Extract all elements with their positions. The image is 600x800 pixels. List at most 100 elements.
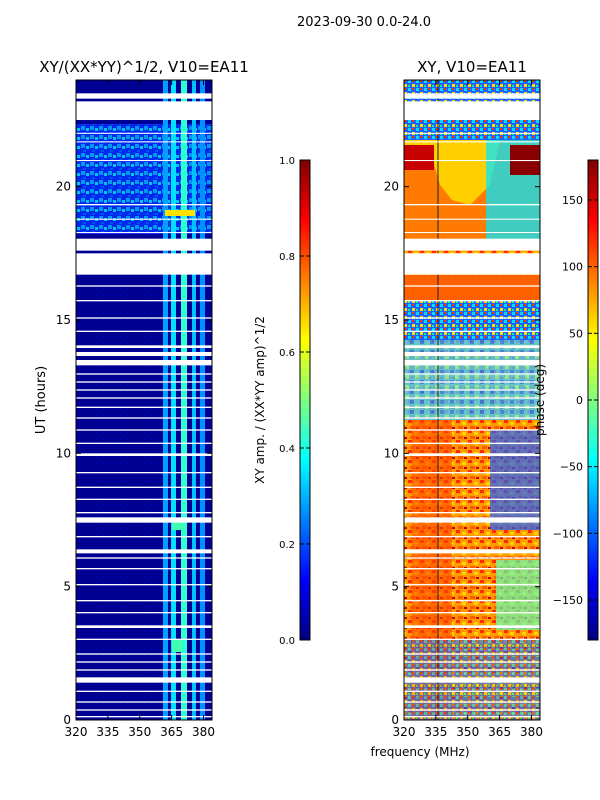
y-tick-label: 0 — [391, 713, 399, 727]
panel2-flagged-rows — [404, 93, 540, 718]
panel2-mid-band — [404, 275, 540, 300]
panel1-x-ticks: 320 335 350 365 380 — [65, 80, 215, 739]
panel2-mixed-band — [404, 300, 540, 340]
panel2-axes-frame — [403, 79, 541, 721]
x-tick-label: 320 — [393, 725, 416, 739]
panel2-flagged-row — [404, 661, 540, 663]
panel2-flagged-row — [404, 677, 540, 683]
panel1-flagged-row — [76, 512, 212, 514]
panel1-channel-stripe — [163, 80, 168, 720]
panel2-flagged-row — [404, 360, 540, 366]
y-tick-label: 0 — [63, 713, 71, 727]
panel2-flagged-row — [404, 612, 540, 614]
panel2-flagged-row — [404, 232, 540, 234]
panel1-flagged-row — [76, 486, 212, 488]
panel1-flagged-row — [76, 360, 212, 366]
panel2-flagged-row — [404, 238, 540, 251]
figure-suptitle: 2023-09-30 0.0-24.0 — [297, 15, 431, 30]
y-tick-label: 15 — [56, 313, 71, 327]
panel1-flagged-row — [76, 557, 212, 559]
colorbar1-tick-label: 0.8 — [279, 252, 295, 263]
panel1-flagged-row — [76, 132, 212, 134]
panel1-flagged-row — [76, 204, 212, 206]
panel2-flagged-row — [404, 716, 540, 718]
y-tick-label: 5 — [63, 580, 71, 594]
panel1-flagged-row — [76, 442, 212, 444]
panel1-flagged-row — [76, 238, 212, 251]
panel2-flagged-row — [404, 709, 540, 711]
x-tick-label: 320 — [65, 725, 88, 739]
panel2-flagged-row — [404, 584, 540, 586]
panel2-x-ticks: 320 335 350 365 380 — [393, 80, 543, 739]
panel1-flagged-row — [76, 352, 212, 356]
colorbar-amplitude: 0.0 0.2 0.4 0.6 0.8 1.0 XY amp. / (XX*YY amp)… — [253, 156, 311, 647]
panel2-flagged-row — [404, 352, 540, 356]
panel1-flagged-row — [76, 453, 212, 456]
panel2-flagged-row — [404, 453, 540, 456]
panel1-flagged-row — [76, 584, 212, 586]
y-tick-label: 20 — [56, 180, 71, 194]
y-tick-label: 15 — [384, 313, 399, 327]
panel2-xlabel: frequency (MHz) — [370, 745, 469, 759]
panel1-axes-frame — [75, 79, 213, 721]
panel1-title: XY/(XX*YY)^1/2, V10=EA11 — [39, 58, 249, 76]
panel2-flagged-row — [404, 568, 540, 570]
colorbar2-tick-label: 50 — [569, 327, 583, 340]
panel1-flagged-row — [76, 568, 212, 570]
panel2-flagged-row — [404, 653, 540, 655]
x-tick-label: 350 — [128, 725, 151, 739]
panel1-flagged-row — [76, 389, 212, 391]
panel2-flagged-row — [404, 204, 540, 206]
panel2-flagged-row — [404, 345, 540, 348]
panel1-flagged-row — [76, 701, 212, 703]
colorbar1-tick-label: 0.4 — [279, 444, 295, 455]
x-tick-label: 365 — [488, 725, 511, 739]
panel2-flagged-row — [404, 536, 540, 538]
panel2-flagged-row — [404, 690, 540, 692]
y-tick-label: 20 — [384, 180, 399, 194]
panel1-flagged-row — [76, 345, 212, 348]
panel2-flagged-row — [404, 517, 540, 523]
panel1-flagged-row — [76, 381, 212, 383]
panel1-flagged-row — [76, 330, 212, 332]
panel2-flagged-row — [404, 93, 540, 99]
colorbar2-ticks: −150 −100 −50 0 50 100 150 — [553, 194, 598, 607]
panel2-flagged-row — [404, 486, 540, 488]
panel2-flagged-row — [404, 160, 540, 162]
panel2-flagged-row — [404, 600, 540, 602]
panel1-flagged-row — [76, 300, 212, 302]
colorbar2-tick-label: −50 — [560, 461, 583, 474]
panel1-flagged-row — [76, 669, 212, 671]
panel1-flagged-row — [76, 160, 212, 162]
panel-phase: XY, V10=EA11 320 335 350 365 380 0 5 10 15 20 fr… — [370, 58, 542, 759]
panel2-flagged-row — [404, 389, 540, 391]
colorbar1-gradient — [299, 159, 311, 641]
panel1-flagged-row — [76, 472, 212, 474]
panel2-flagged-row — [404, 397, 540, 399]
panel1-flagged-row — [76, 612, 212, 614]
panel2-flagged-row — [404, 669, 540, 671]
panel1-channel-stripe — [192, 80, 196, 720]
panel1-flagged-row — [76, 549, 212, 554]
panel1-flagged-row — [76, 638, 212, 640]
panel2-flagged-row — [404, 406, 540, 408]
panel1-flagged-row — [76, 317, 212, 319]
panel1-flagged-row — [76, 397, 212, 399]
panel2-flagged-row — [404, 285, 540, 287]
colorbar-phase: −150 −100 −50 0 50 100 150 phase (deg) — [533, 159, 599, 641]
colorbar1-tick-label: 0.6 — [279, 348, 295, 359]
panel2-y-ticks: 0 5 10 15 20 — [384, 180, 540, 727]
panel1-flagged-row — [76, 285, 212, 287]
colorbar2-tick-label: 0 — [576, 394, 583, 407]
panel2-flagged-row — [404, 625, 540, 628]
panel2-flagged-row — [404, 218, 540, 220]
panel2-flagged-row — [404, 253, 540, 275]
panel2-flagged-row — [404, 373, 540, 375]
panel1-channel-stripe — [181, 80, 187, 720]
panel2-flagged-row — [404, 300, 540, 302]
panel2-flagged-row — [404, 442, 540, 444]
panel1-ylabel: UT (hours) — [34, 366, 49, 434]
panel2-flagged-row — [404, 101, 540, 120]
panel2-flagged-row — [404, 317, 540, 319]
panel1-flagged-row — [76, 709, 212, 711]
